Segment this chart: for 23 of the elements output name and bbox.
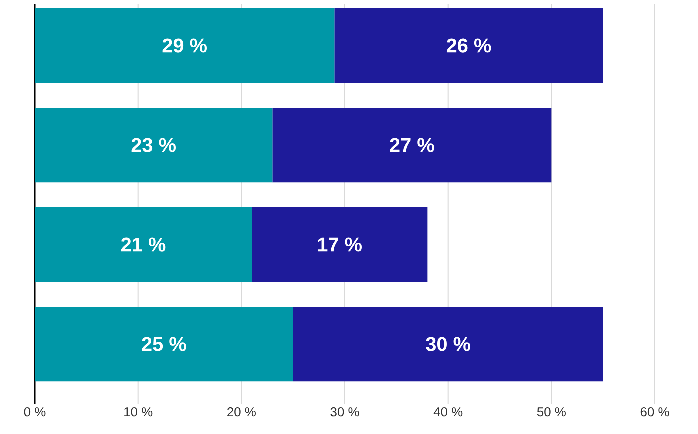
data-label: 29 %	[162, 38, 207, 53]
x-tick-label: 30 %	[330, 408, 360, 417]
bar	[35, 207, 252, 282]
bar	[272, 108, 552, 183]
data-label: 21 %	[121, 238, 166, 252]
bar	[35, 108, 273, 183]
data-label: 26 %	[446, 38, 492, 53]
x-tick-label: 40 %	[434, 408, 463, 417]
x-tick-label: 60 %	[640, 408, 670, 417]
x-tick-label: 20 %	[228, 408, 256, 417]
x-tick-label: 10 %	[124, 408, 153, 417]
data-label: 27 %	[390, 138, 434, 152]
data-label: 30 %	[426, 337, 470, 352]
data-label: 25 %	[142, 337, 186, 352]
bar	[293, 306, 604, 382]
x-tick-label: 0 %	[24, 408, 46, 417]
data-label: 17 %	[318, 238, 362, 252]
bar	[35, 8, 335, 84]
x-tick-label: 50 %	[537, 408, 566, 417]
bar	[252, 207, 428, 282]
bar	[334, 8, 604, 84]
data-label: 23 %	[132, 138, 176, 152]
bar	[35, 306, 294, 382]
